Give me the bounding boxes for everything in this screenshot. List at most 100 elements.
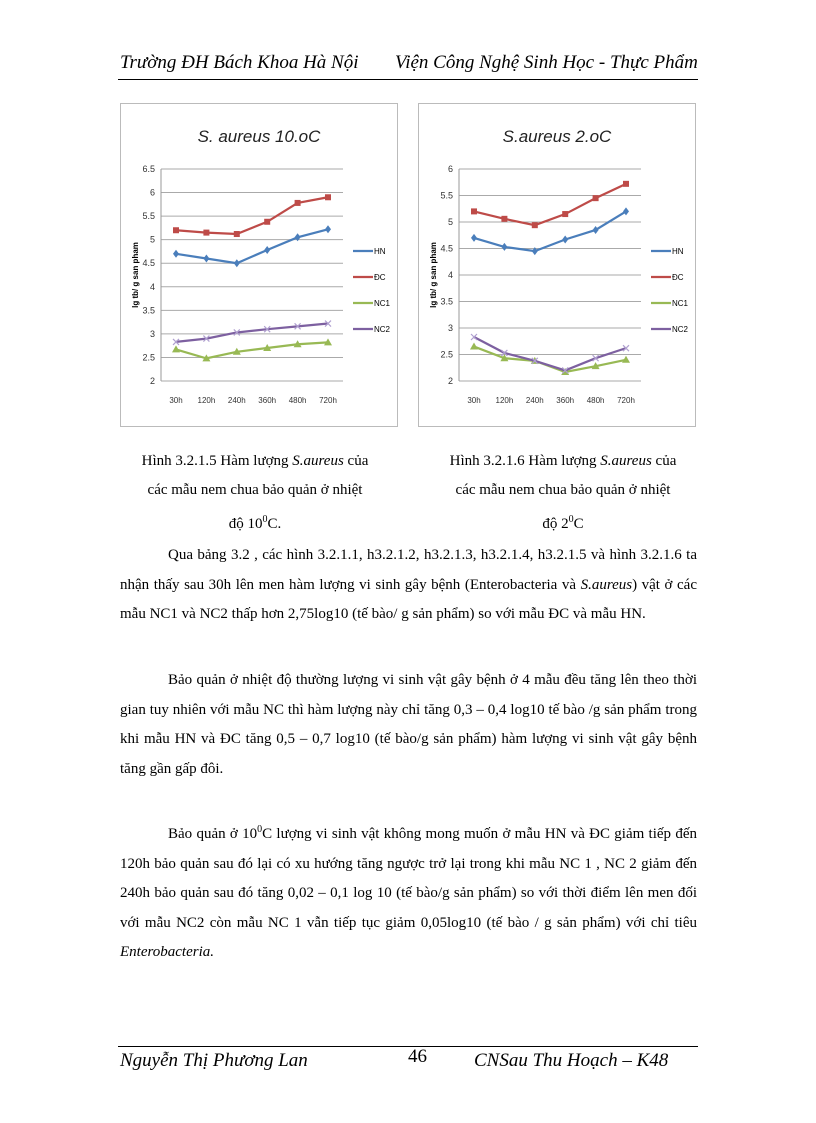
legend-label: HN: [374, 247, 386, 256]
data-point: [264, 246, 271, 255]
data-point: [172, 338, 180, 346]
data-point: [561, 366, 569, 374]
x-tick-label: 360h: [556, 396, 574, 405]
x-tick-label: 240h: [228, 396, 246, 405]
data-point: [592, 225, 599, 234]
data-point: [263, 325, 271, 333]
data-point: [531, 357, 539, 365]
chart-s-aureus-2c: S.aureus 2.oC 2 2.5 3 3.5 4 4.5 5 5.5 6 30h 120h 240…: [418, 103, 696, 427]
data-point: [173, 227, 179, 234]
data-point: [500, 354, 509, 362]
x-tick-label: 30h: [467, 396, 480, 405]
data-point: [202, 335, 210, 343]
data-point: [203, 254, 210, 263]
x-tick-label: 480h: [587, 396, 605, 405]
x-tick-label: 30h: [169, 396, 182, 405]
legend-label: HN: [672, 247, 684, 256]
data-point: [623, 180, 629, 187]
footer-author: Nguyễn Thị Phương Lan: [120, 1050, 308, 1071]
paragraph-3: Bảo quản ở 100C lượng vi sinh vật không …: [120, 824, 697, 961]
data-point: [562, 211, 569, 218]
data-point: [500, 349, 508, 357]
y-axis-label: lg tb/ g san pham: [131, 242, 140, 308]
chart-title: S.aureus 2.oC: [503, 127, 612, 146]
data-point: [531, 222, 538, 229]
legend-label: NC2: [672, 325, 689, 334]
data-point: [592, 195, 599, 202]
y-tick-label: 2: [448, 376, 453, 386]
data-point: [324, 320, 332, 327]
y-tick-label: 4.5: [440, 244, 453, 254]
footer-program: CNSau Thu Hoạch – K48: [474, 1050, 669, 1071]
y-tick-label: 5: [448, 217, 453, 227]
data-point: [264, 218, 271, 225]
header-institute: Viện Công Nghệ Sinh Học - Thực Phẩm: [395, 52, 698, 73]
y-tick-label: 3: [448, 323, 453, 333]
legend-label: ĐC: [374, 273, 386, 282]
legend-label: NC1: [374, 299, 391, 308]
y-tick-label: 6: [150, 188, 155, 198]
x-tick-label: 720h: [617, 396, 635, 405]
page-number: 46: [408, 1046, 427, 1067]
data-point: [202, 354, 211, 362]
data-point: [592, 354, 600, 362]
y-tick-label: 3.5: [440, 297, 453, 307]
data-point: [172, 345, 180, 353]
series-line-HN: [175, 228, 329, 265]
data-point: [591, 362, 600, 370]
y-tick-label: 6.5: [142, 164, 155, 174]
series-line-ĐC: [473, 182, 627, 227]
x-tick-label: 360h: [258, 396, 276, 405]
series-line-NC2: [175, 322, 329, 343]
data-point: [325, 194, 331, 201]
y-tick-label: 5.5: [142, 211, 155, 221]
y-axis-label: lg tb/ g san pham: [429, 242, 438, 308]
y-tick-label: 5: [150, 235, 155, 245]
header-university: Trường ĐH Bách Khoa Hà Nội: [120, 52, 359, 73]
data-point: [233, 329, 241, 336]
y-tick-label: 2.5: [142, 352, 155, 362]
paragraph-2: Bảo quản ở nhiệt độ thường lượng vi sinh…: [120, 672, 697, 777]
data-point: [501, 242, 508, 251]
series-line-NC1: [175, 341, 329, 360]
series-line-NC1: [473, 345, 627, 374]
y-tick-label: 2: [150, 376, 155, 386]
data-point: [294, 233, 301, 242]
y-tick-label: 3.5: [142, 305, 155, 315]
series-line-ĐC: [175, 196, 329, 236]
y-tick-label: 2.5: [440, 350, 453, 360]
data-point: [233, 231, 240, 238]
data-point: [173, 249, 179, 258]
legend-label: NC1: [672, 299, 689, 308]
data-point: [233, 259, 240, 268]
data-point: [294, 199, 301, 206]
x-tick-label: 720h: [319, 396, 337, 405]
data-point: [622, 344, 630, 352]
data-point: [470, 333, 478, 341]
chart-s-aureus-10c: S. aureus 10.oC 2 2.5 3 3.5 4 4.5 5 5.5 6 6.5 30h 12…: [120, 103, 398, 427]
data-point: [325, 225, 331, 234]
y-tick-label: 6: [448, 164, 453, 174]
header-rule: [118, 79, 698, 80]
data-point: [293, 340, 302, 348]
x-tick-label: 480h: [289, 396, 307, 405]
data-point: [470, 342, 478, 350]
y-tick-label: 4: [150, 282, 155, 292]
x-tick-label: 240h: [526, 396, 544, 405]
x-tick-label: 120h: [198, 396, 216, 405]
x-tick-label: 120h: [496, 396, 514, 405]
chart-title: S. aureus 10.oC: [198, 127, 322, 146]
data-point: [623, 207, 629, 216]
data-point: [501, 215, 508, 222]
paragraph-1: Qua bảng 3.2 , các hình 3.2.1.1, h3.2.1.…: [120, 547, 697, 622]
data-point: [471, 208, 477, 215]
figure-caption-3-2-1-6: Hình 3.2.1.6 Hàm lượng S.aureus của các …: [449, 453, 677, 532]
legend-label: ĐC: [672, 273, 684, 282]
series-line-HN: [473, 210, 627, 253]
data-point: [622, 355, 630, 363]
data-point: [232, 347, 241, 355]
data-point: [531, 247, 538, 256]
data-point: [562, 235, 569, 244]
data-point: [471, 233, 477, 242]
